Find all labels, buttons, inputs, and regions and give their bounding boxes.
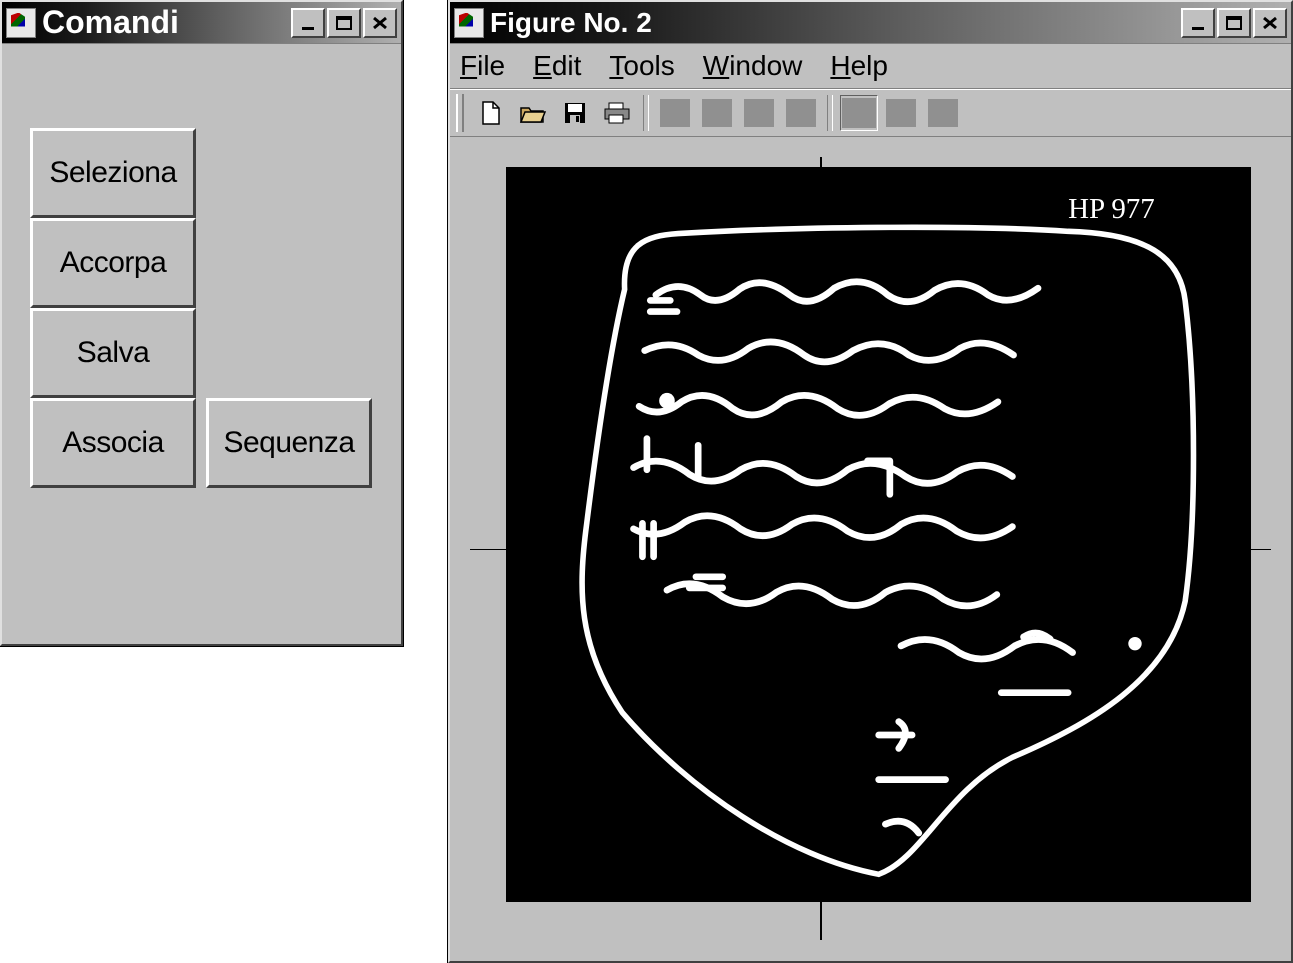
minimize-button[interactable] [291, 8, 325, 38]
tool-f-icon[interactable] [882, 95, 920, 131]
figure-canvas-area: HP 977 [450, 137, 1291, 960]
figure-titlebar[interactable]: Figure No. 2 [450, 2, 1291, 44]
minimize-button[interactable] [1181, 8, 1215, 38]
new-icon[interactable] [472, 95, 510, 131]
figure-menubar: File Edit Tools Window Help [450, 44, 1291, 89]
comandi-title: Comandi [42, 4, 291, 41]
toolbar-separator [827, 95, 833, 131]
comandi-window: Comandi Seleziona Accorpa Salva Associa … [0, 0, 403, 646]
tool-d-icon[interactable] [782, 95, 820, 131]
menu-file-rest: ile [477, 50, 505, 81]
image-corner-label: HP 977 [1068, 193, 1155, 225]
tool-b-icon[interactable] [698, 95, 736, 131]
tool-c-icon[interactable] [740, 95, 778, 131]
figure-title: Figure No. 2 [490, 7, 1181, 39]
maximize-button[interactable] [327, 8, 361, 38]
associa-button[interactable]: Associa [30, 398, 196, 488]
menu-file[interactable]: File [460, 50, 505, 82]
figure-axes[interactable]: HP 977 [506, 167, 1251, 902]
figure-toolbar [450, 89, 1291, 137]
menu-edit-rest: dit [552, 50, 582, 81]
toolbar-grip[interactable] [456, 94, 464, 132]
ostracon-image: HP 977 [536, 189, 1221, 880]
sequenza-button[interactable]: Sequenza [206, 398, 372, 488]
toolbar-separator [643, 95, 649, 131]
menu-window-rest: indow [729, 50, 802, 81]
menu-edit[interactable]: Edit [533, 50, 581, 82]
menu-tools-rest: ools [623, 50, 674, 81]
menu-help-rest: elp [851, 50, 888, 81]
comandi-titlebar[interactable]: Comandi [2, 2, 401, 44]
figure-window: Figure No. 2 File Edit Tools Window Help [448, 0, 1293, 963]
close-button[interactable] [363, 8, 397, 38]
tool-a-icon[interactable] [656, 95, 694, 131]
seleziona-button[interactable]: Seleziona [30, 128, 196, 218]
print-icon[interactable] [598, 95, 636, 131]
tool-g-icon[interactable] [924, 95, 962, 131]
menu-tools[interactable]: Tools [609, 50, 674, 82]
close-button[interactable] [1253, 8, 1287, 38]
menu-help[interactable]: Help [830, 50, 888, 82]
open-icon[interactable] [514, 95, 552, 131]
accorpa-button[interactable]: Accorpa [30, 218, 196, 308]
save-icon[interactable] [556, 95, 594, 131]
maximize-button[interactable] [1217, 8, 1251, 38]
menu-window[interactable]: Window [703, 50, 803, 82]
salva-button[interactable]: Salva [30, 308, 196, 398]
app-icon [6, 8, 36, 38]
app-icon [454, 8, 484, 38]
tool-e-icon[interactable] [840, 95, 878, 131]
